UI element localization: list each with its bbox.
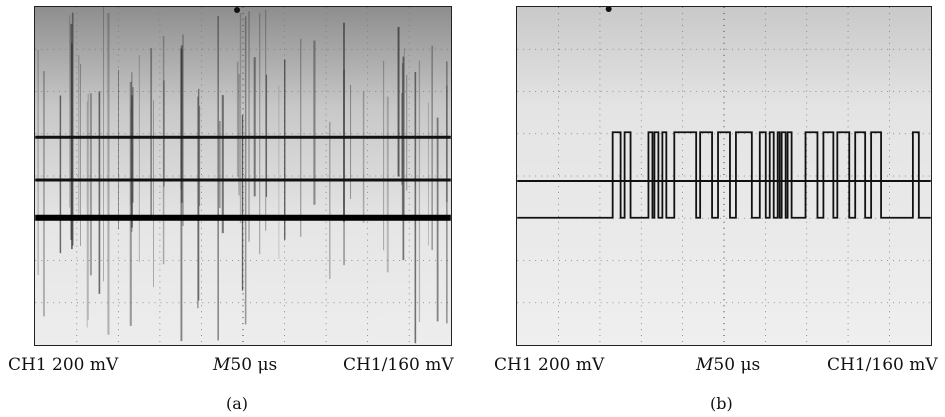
panel-label-b: (b): [710, 394, 733, 413]
waveform-trace-b: [517, 7, 931, 345]
waveform-trace-a: [35, 7, 451, 345]
trigger-marker: [605, 7, 612, 12]
panel-label-a: (a): [226, 394, 249, 413]
trigger-level-b: CH1/160 mV: [827, 355, 938, 375]
trace-pulse: [517, 131, 931, 219]
trigger-level-a: CH1/160 mV: [343, 355, 454, 375]
trigger-marker: [234, 7, 241, 13]
timebase-a: M50 μs: [213, 355, 278, 375]
oscilloscope-screen-b: [516, 6, 932, 346]
channel-scale-b: CH1 200 mV: [494, 355, 605, 375]
timebase-b: M50 μs: [696, 355, 761, 375]
channel-scale-a: CH1 200 mV: [8, 355, 119, 375]
oscilloscope-screen-a: [34, 6, 452, 346]
